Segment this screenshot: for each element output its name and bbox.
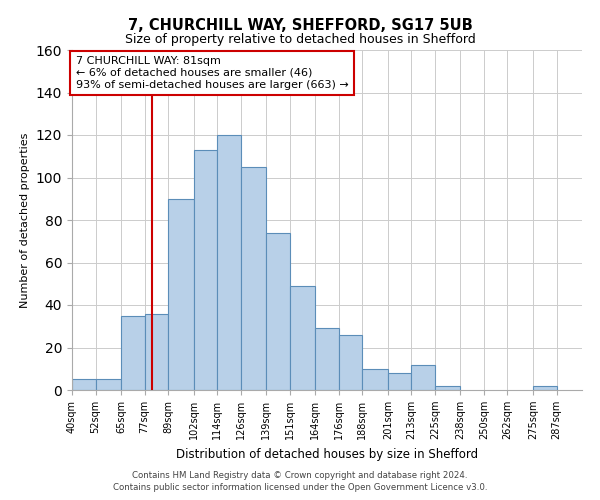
Bar — [435, 386, 460, 390]
Bar — [290, 286, 315, 390]
Bar — [339, 335, 362, 390]
Bar — [121, 316, 145, 390]
Bar — [168, 198, 194, 390]
Bar — [412, 364, 435, 390]
Y-axis label: Number of detached properties: Number of detached properties — [20, 132, 30, 308]
Bar — [533, 386, 557, 390]
Text: 7, CHURCHILL WAY, SHEFFORD, SG17 5UB: 7, CHURCHILL WAY, SHEFFORD, SG17 5UB — [128, 18, 472, 32]
Bar — [145, 314, 168, 390]
Bar — [217, 135, 241, 390]
Bar — [194, 150, 217, 390]
Text: 7 CHURCHILL WAY: 81sqm
← 6% of detached houses are smaller (46)
93% of semi-deta: 7 CHURCHILL WAY: 81sqm ← 6% of detached … — [76, 56, 349, 90]
Bar — [362, 369, 388, 390]
Text: Size of property relative to detached houses in Shefford: Size of property relative to detached ho… — [125, 32, 475, 46]
Text: Contains HM Land Registry data © Crown copyright and database right 2024.
Contai: Contains HM Land Registry data © Crown c… — [113, 471, 487, 492]
Bar — [266, 233, 290, 390]
Bar — [241, 167, 266, 390]
Bar — [72, 380, 95, 390]
Bar — [388, 373, 412, 390]
Bar — [315, 328, 339, 390]
X-axis label: Distribution of detached houses by size in Shefford: Distribution of detached houses by size … — [176, 448, 478, 460]
Bar — [95, 380, 121, 390]
